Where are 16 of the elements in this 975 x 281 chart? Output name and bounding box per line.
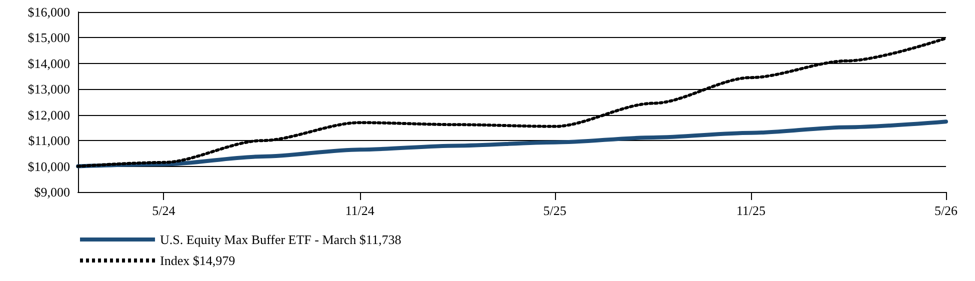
y-tick-label: $12,000 (28, 107, 70, 122)
y-tick-label: $16,000 (28, 4, 70, 20)
y-tick-label: $15,000 (28, 30, 70, 46)
y-tick-label: $14,000 (28, 56, 70, 71)
line-series (76, 120, 948, 168)
x-tick-label: 11/24 (345, 203, 375, 218)
legend-label: U.S. Equity Max Buffer ETF - March $11,738 (160, 232, 402, 247)
x-tick-label: 5/24 (152, 203, 176, 218)
legend-label: Index $14,979 (160, 253, 236, 268)
x-tick-label: 5/26 (934, 203, 958, 218)
y-tick-label: $11,000 (28, 133, 70, 148)
x-tick-label: 11/25 (736, 203, 766, 218)
x-tick-label: 5/25 (543, 203, 566, 218)
y-tick-label: $13,000 (28, 82, 70, 97)
y-tick-label: $9,000 (34, 184, 70, 200)
y-tick-label: $10,000 (28, 158, 70, 174)
